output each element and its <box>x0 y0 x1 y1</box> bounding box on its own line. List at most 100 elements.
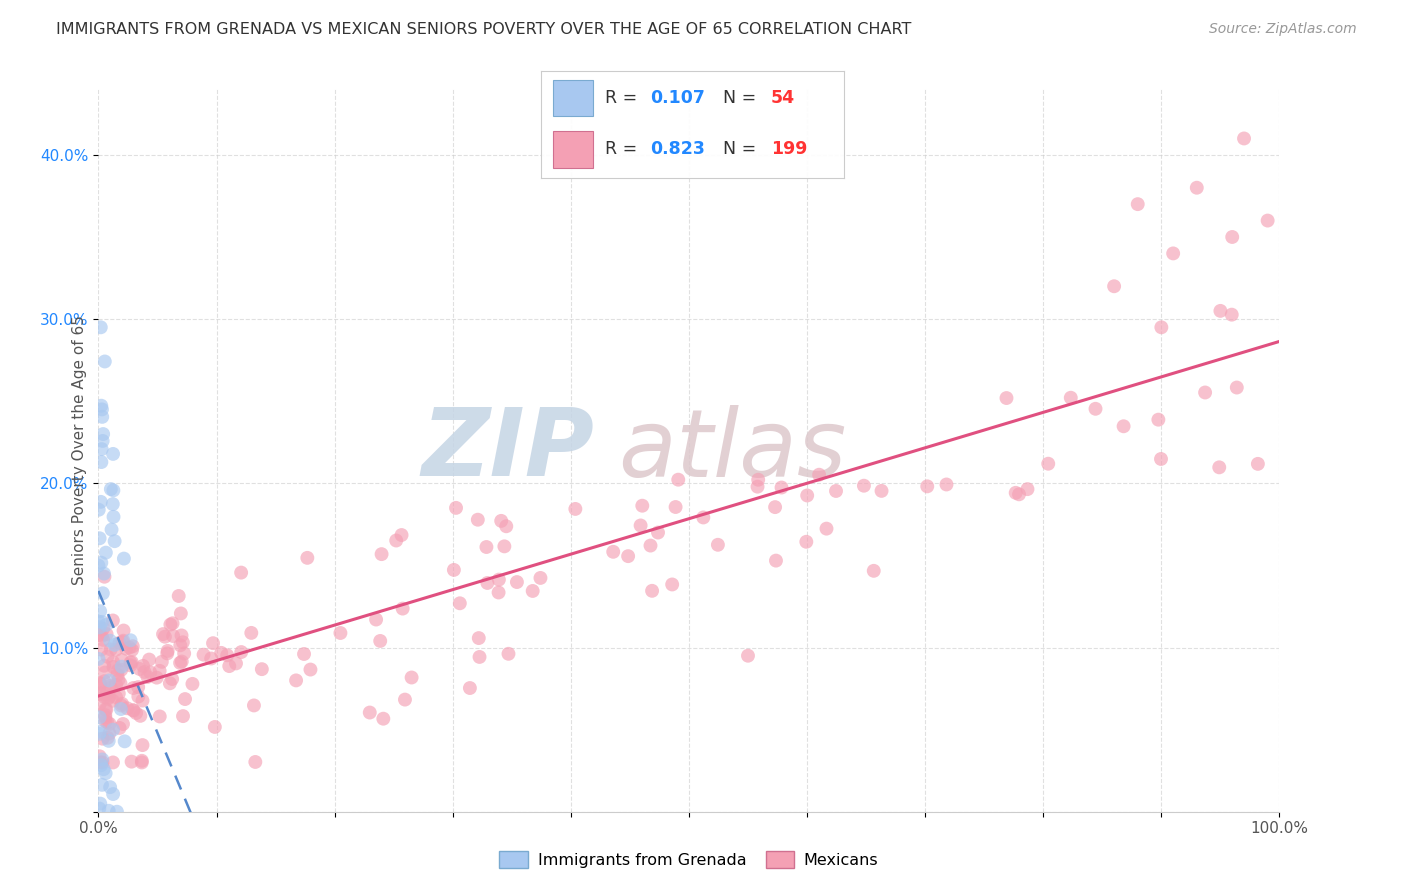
Point <box>467 513 489 527</box>
Text: atlas: atlas <box>619 405 846 496</box>
Point <box>111 717 134 731</box>
Point <box>181 677 204 691</box>
Point <box>103 660 125 674</box>
Point <box>299 663 322 677</box>
Bar <box>554 80 593 116</box>
Point <box>111 659 134 673</box>
Point <box>915 479 938 493</box>
Point <box>641 583 664 598</box>
Point <box>125 706 148 720</box>
Point <box>292 647 315 661</box>
Point <box>101 723 124 737</box>
Point <box>94 354 117 368</box>
Point <box>174 692 197 706</box>
Point <box>1150 320 1173 334</box>
Text: N =: N = <box>723 141 762 159</box>
Point <box>97 731 120 745</box>
Point <box>110 676 132 690</box>
Point <box>139 665 162 680</box>
Legend: Immigrants from Grenada, Mexicans: Immigrants from Grenada, Mexicans <box>492 844 886 876</box>
Point <box>121 755 143 769</box>
Point <box>630 518 652 533</box>
Point <box>770 481 793 495</box>
Point <box>121 655 143 669</box>
Point <box>498 647 520 661</box>
Point <box>217 648 239 663</box>
Point <box>169 656 191 670</box>
Point <box>101 497 124 511</box>
Point <box>1084 401 1107 416</box>
Point <box>127 680 149 694</box>
Point <box>1257 213 1279 227</box>
Point <box>443 563 465 577</box>
Point <box>134 665 156 679</box>
Point <box>89 676 111 690</box>
Point <box>131 738 153 752</box>
Point <box>149 709 172 723</box>
Point <box>150 655 173 669</box>
Point <box>122 704 145 718</box>
Point <box>93 658 115 673</box>
Point <box>218 659 240 673</box>
Point <box>98 633 121 648</box>
Point <box>87 652 110 666</box>
Point <box>98 690 121 704</box>
Point <box>391 601 413 615</box>
Point <box>93 690 115 704</box>
Point <box>90 642 112 657</box>
Text: 199: 199 <box>770 141 807 159</box>
Point <box>120 633 142 648</box>
Point <box>131 756 153 770</box>
Point <box>87 502 110 516</box>
Point <box>245 755 267 769</box>
Point <box>90 758 112 772</box>
Point <box>91 586 114 600</box>
Point <box>101 447 124 461</box>
Point <box>564 502 586 516</box>
Point <box>105 690 128 705</box>
Point <box>506 575 529 590</box>
Point <box>90 556 112 570</box>
Point <box>97 734 120 748</box>
Point <box>737 648 759 663</box>
Point <box>796 488 818 502</box>
Point <box>707 538 730 552</box>
Point <box>156 647 179 661</box>
Point <box>401 671 423 685</box>
Point <box>170 655 193 669</box>
Point <box>1004 485 1026 500</box>
Point <box>96 702 118 716</box>
Point <box>91 778 114 792</box>
Point <box>231 645 253 659</box>
Point <box>1060 391 1083 405</box>
Point <box>91 434 114 448</box>
Point <box>617 549 640 563</box>
Point <box>240 626 263 640</box>
Point <box>825 483 848 498</box>
Point <box>172 709 194 723</box>
Point <box>107 686 129 700</box>
Point <box>1209 304 1232 318</box>
Point <box>107 664 129 678</box>
Point <box>111 653 134 667</box>
Point <box>132 659 155 673</box>
Point <box>285 673 308 688</box>
Point <box>640 539 662 553</box>
Point <box>91 409 114 424</box>
Point <box>89 724 111 739</box>
Point <box>368 634 391 648</box>
Point <box>1220 308 1243 322</box>
Point <box>458 681 481 695</box>
Point <box>105 678 128 692</box>
Point <box>692 510 714 524</box>
Point <box>852 479 875 493</box>
Point <box>111 697 134 711</box>
Point <box>89 531 111 545</box>
Point <box>1150 452 1173 467</box>
Point <box>93 570 115 584</box>
Point <box>477 576 499 591</box>
Point <box>370 547 392 561</box>
Y-axis label: Seniors Poverty Over the Age of 65: Seniors Poverty Over the Age of 65 <box>72 316 87 585</box>
Point <box>100 642 122 657</box>
Point <box>89 687 111 701</box>
